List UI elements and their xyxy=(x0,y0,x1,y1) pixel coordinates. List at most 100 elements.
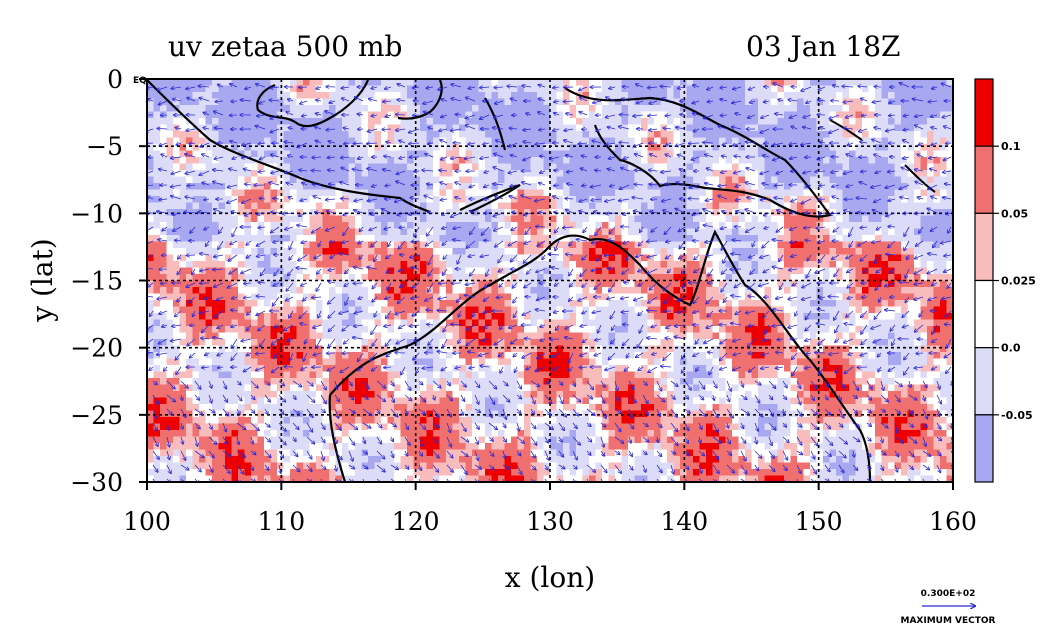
field-cell xyxy=(946,157,953,164)
field-cell xyxy=(803,144,811,151)
field-cell xyxy=(608,261,616,268)
field-cell xyxy=(940,300,947,307)
field-cell xyxy=(673,137,681,145)
field-cell xyxy=(277,79,284,86)
field-cell xyxy=(790,144,798,151)
field-cell xyxy=(764,183,772,190)
field-cell xyxy=(738,261,746,268)
field-cell xyxy=(563,163,570,171)
field-cell xyxy=(933,274,941,281)
field-cell xyxy=(810,176,817,184)
field-cell xyxy=(693,248,700,255)
field-cell xyxy=(147,202,154,210)
field-cell xyxy=(231,202,239,210)
field-cell xyxy=(537,228,544,236)
field-cell xyxy=(517,85,525,93)
field-cell xyxy=(758,137,765,145)
field-cell xyxy=(348,319,356,327)
field-cell xyxy=(732,189,739,197)
field-cell xyxy=(608,306,616,314)
field-cell xyxy=(550,202,557,210)
field-cell xyxy=(225,241,232,249)
field-cell xyxy=(712,131,720,138)
field-cell xyxy=(595,215,603,223)
field-cell xyxy=(394,332,401,340)
field-cell xyxy=(946,163,953,171)
field-cell xyxy=(855,131,863,138)
field-cell xyxy=(205,196,213,203)
field-cell xyxy=(342,163,349,171)
field-cell xyxy=(745,196,752,203)
field-cell xyxy=(407,124,414,132)
field-cell xyxy=(894,274,902,281)
field-cell xyxy=(576,157,583,164)
field-cell xyxy=(628,189,635,197)
field-cell xyxy=(257,254,265,262)
field-cell xyxy=(153,261,161,268)
field-cell xyxy=(647,79,655,86)
field-cell xyxy=(277,183,284,190)
field-cell xyxy=(452,280,460,288)
field-cell xyxy=(842,189,850,197)
field-cell xyxy=(810,150,817,158)
field-cell xyxy=(472,163,479,171)
field-cell xyxy=(264,163,271,171)
field-cell xyxy=(446,202,453,210)
field-cell xyxy=(173,241,180,249)
field-cell xyxy=(270,235,278,242)
field-cell xyxy=(927,150,934,158)
field-cell xyxy=(387,267,395,275)
field-cell xyxy=(296,92,304,99)
field-cell xyxy=(706,111,713,119)
field-cell xyxy=(875,189,882,197)
field-cell xyxy=(816,222,824,229)
field-cell xyxy=(511,157,518,164)
field-cell xyxy=(738,79,746,86)
field-cell xyxy=(212,144,219,151)
field-cell xyxy=(907,228,915,236)
field-cell xyxy=(186,306,193,314)
field-cell xyxy=(595,332,603,340)
field-cell xyxy=(940,163,947,171)
field-cell xyxy=(862,98,869,106)
field-cell xyxy=(225,124,232,132)
field-cell xyxy=(270,92,278,99)
field-cell xyxy=(816,144,824,151)
field-cell xyxy=(784,254,791,262)
field-cell xyxy=(647,150,655,158)
field-cell xyxy=(524,196,531,203)
field-cell xyxy=(706,215,713,223)
field-cell xyxy=(725,137,733,145)
field-cell xyxy=(894,202,902,210)
field-cell xyxy=(576,124,583,132)
field-cell xyxy=(881,170,889,177)
field-cell xyxy=(238,163,245,171)
field-cell xyxy=(244,98,252,106)
field-cell xyxy=(901,170,908,177)
field-cell xyxy=(621,118,629,125)
field-cell xyxy=(290,196,297,203)
field-cell xyxy=(907,196,915,203)
field-cell xyxy=(225,293,232,301)
field-cell xyxy=(777,313,785,320)
field-cell xyxy=(933,170,941,177)
field-cell xyxy=(322,222,330,229)
field-cell xyxy=(823,293,830,301)
field-cell xyxy=(615,92,622,99)
field-cell xyxy=(205,261,213,268)
field-cell xyxy=(264,319,271,327)
field-cell xyxy=(582,183,590,190)
field-cell xyxy=(940,313,947,320)
field-cell xyxy=(420,267,427,275)
field-cell xyxy=(621,150,629,158)
field-cell xyxy=(803,222,811,229)
field-cell xyxy=(329,261,336,268)
field-cell xyxy=(634,215,642,223)
field-cell xyxy=(381,306,388,314)
field-cell xyxy=(842,326,850,333)
field-cell xyxy=(400,170,408,177)
field-cell xyxy=(654,118,661,125)
field-cell xyxy=(264,131,271,138)
field-cell xyxy=(433,300,440,307)
field-cell xyxy=(647,222,655,229)
